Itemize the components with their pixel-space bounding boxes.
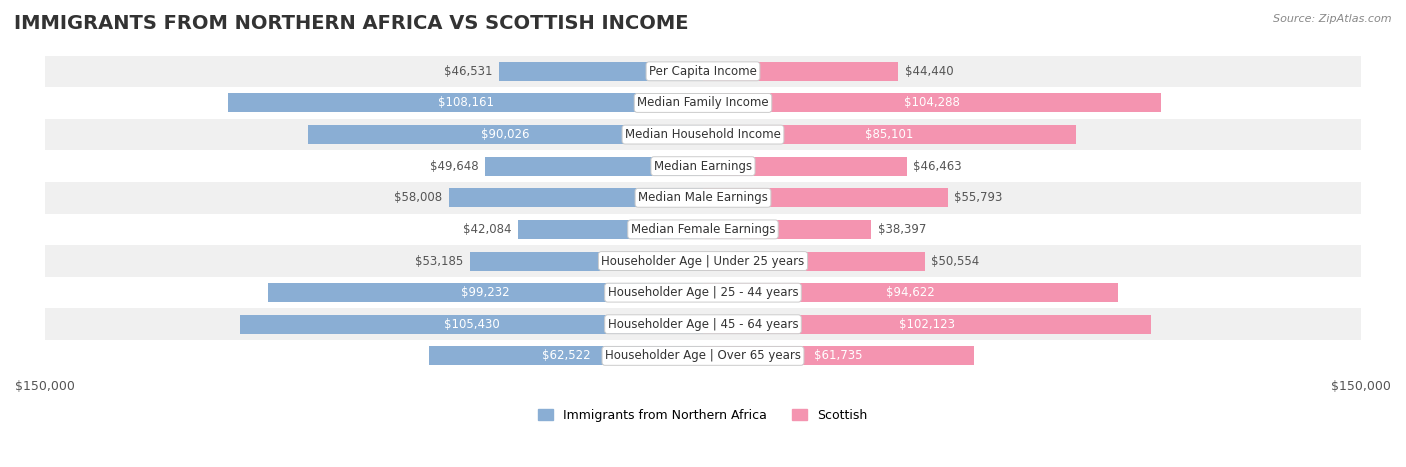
Bar	[703, 188, 948, 207]
Bar	[45, 213, 1361, 245]
Text: $105,430: $105,430	[444, 318, 499, 331]
Text: Householder Age | Under 25 years: Householder Age | Under 25 years	[602, 255, 804, 268]
Bar	[703, 93, 1160, 113]
Bar	[45, 340, 1361, 372]
Bar	[703, 125, 1077, 144]
Bar	[703, 157, 907, 176]
Text: $55,793: $55,793	[955, 191, 1002, 204]
Text: $102,123: $102,123	[898, 318, 955, 331]
Text: Median Household Income: Median Household Income	[626, 128, 780, 141]
Text: $42,084: $42,084	[464, 223, 512, 236]
Text: $50,554: $50,554	[931, 255, 980, 268]
Text: $53,185: $53,185	[415, 255, 463, 268]
Bar	[308, 125, 703, 144]
Text: $90,026: $90,026	[481, 128, 530, 141]
Text: Median Family Income: Median Family Income	[637, 97, 769, 109]
Bar	[229, 93, 703, 113]
Bar	[485, 157, 703, 176]
Text: $61,735: $61,735	[814, 349, 863, 362]
Bar	[499, 62, 703, 81]
Bar	[703, 252, 925, 270]
Text: $38,397: $38,397	[877, 223, 927, 236]
Bar	[449, 188, 703, 207]
Bar	[45, 119, 1361, 150]
Legend: Immigrants from Northern Africa, Scottish: Immigrants from Northern Africa, Scottis…	[533, 403, 873, 427]
Bar	[703, 347, 974, 365]
Text: Householder Age | 25 - 44 years: Householder Age | 25 - 44 years	[607, 286, 799, 299]
Text: $46,531: $46,531	[444, 65, 492, 78]
Bar	[703, 220, 872, 239]
Bar	[240, 315, 703, 334]
Text: $58,008: $58,008	[394, 191, 441, 204]
Text: Per Capita Income: Per Capita Income	[650, 65, 756, 78]
Text: Median Earnings: Median Earnings	[654, 160, 752, 173]
Text: $49,648: $49,648	[430, 160, 478, 173]
Text: $62,522: $62,522	[541, 349, 591, 362]
Text: $46,463: $46,463	[914, 160, 962, 173]
Text: Householder Age | 45 - 64 years: Householder Age | 45 - 64 years	[607, 318, 799, 331]
Bar	[45, 308, 1361, 340]
Bar	[45, 150, 1361, 182]
Text: Householder Age | Over 65 years: Householder Age | Over 65 years	[605, 349, 801, 362]
Bar	[703, 62, 898, 81]
Text: $99,232: $99,232	[461, 286, 509, 299]
Bar	[267, 283, 703, 302]
Bar	[45, 277, 1361, 308]
Bar	[470, 252, 703, 270]
Text: $94,622: $94,622	[886, 286, 935, 299]
Bar	[45, 245, 1361, 277]
Bar	[519, 220, 703, 239]
Bar	[45, 87, 1361, 119]
Bar	[45, 56, 1361, 87]
Text: $108,161: $108,161	[437, 97, 494, 109]
Text: $104,288: $104,288	[904, 97, 960, 109]
Text: Median Female Earnings: Median Female Earnings	[631, 223, 775, 236]
Bar	[45, 182, 1361, 213]
Text: Median Male Earnings: Median Male Earnings	[638, 191, 768, 204]
Bar	[429, 347, 703, 365]
Bar	[703, 283, 1118, 302]
Text: $44,440: $44,440	[904, 65, 953, 78]
Text: IMMIGRANTS FROM NORTHERN AFRICA VS SCOTTISH INCOME: IMMIGRANTS FROM NORTHERN AFRICA VS SCOTT…	[14, 14, 689, 33]
Bar	[703, 315, 1152, 334]
Text: $85,101: $85,101	[866, 128, 914, 141]
Text: Source: ZipAtlas.com: Source: ZipAtlas.com	[1274, 14, 1392, 24]
